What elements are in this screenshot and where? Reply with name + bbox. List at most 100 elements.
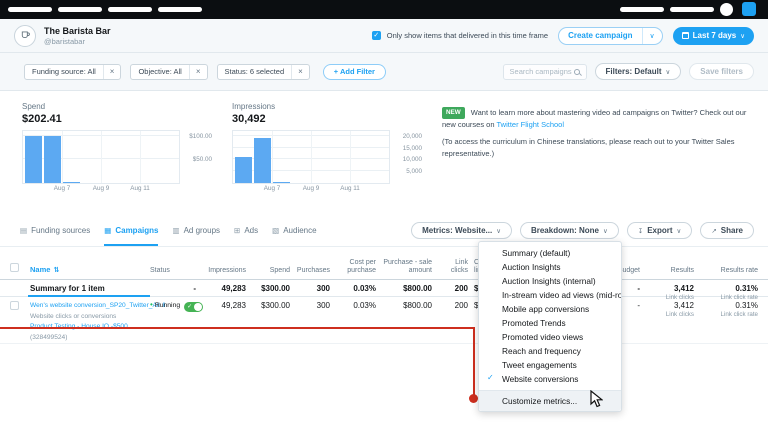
search-input[interactable] xyxy=(509,67,574,76)
filters-preset-label: Filters: Default xyxy=(605,67,662,76)
funding-source-link[interactable]: Product Testing - House IO -$500 xyxy=(30,323,128,330)
summary-spend: $300.00 xyxy=(261,284,290,293)
tabs-toolbar-row: ▤ Funding sources ▦ Campaigns ▥ Ad group… xyxy=(0,215,768,247)
save-filters-label: Save filters xyxy=(700,67,743,76)
add-filter-button[interactable]: + Add Filter xyxy=(322,63,386,80)
campaigns-icon: ▦ xyxy=(104,226,112,235)
annotation-line-horizontal xyxy=(0,327,475,329)
row-purchase-sale-amount: $800.00 xyxy=(403,301,432,310)
export-button[interactable]: ↧ Export ∨ xyxy=(626,222,693,239)
impressions-chart-card: Impressions 30,492 5,000 10,000 15,000 20,0… xyxy=(232,102,426,215)
browser-tab-placeholder[interactable] xyxy=(58,7,102,12)
campaign-toggle[interactable]: ✓ xyxy=(184,302,204,312)
menu-item-reach-and-frequency[interactable]: Reach and frequency xyxy=(502,346,581,356)
row-results-rate: 0.31% Link click rate xyxy=(720,301,758,318)
row-link-clicks: 200 xyxy=(454,301,468,310)
profile-avatar-placeholder[interactable] xyxy=(720,3,733,16)
row-checkbox[interactable] xyxy=(10,301,19,310)
chrome-menu-placeholder[interactable] xyxy=(620,7,664,12)
menu-item-summary-default[interactable]: Summary (default) xyxy=(502,248,571,258)
tab-ad-groups[interactable]: ▥ Ad groups xyxy=(172,215,220,246)
column-header-purchase-sale-amount[interactable]: Purchase - sale amount xyxy=(383,258,432,274)
column-header-budget[interactable]: Budget xyxy=(617,266,640,274)
menu-item-website-conversions[interactable]: ✓ Website conversions xyxy=(487,373,579,384)
campaign-objective: Website clicks or conversions xyxy=(30,312,117,320)
column-header-purchases[interactable]: Purchases xyxy=(296,266,330,274)
tab-ads[interactable]: ⊞ Ads xyxy=(234,215,258,246)
summary-results-rate: 0.31% Link click rate xyxy=(720,284,758,301)
chevron-down-icon: ∨ xyxy=(740,32,745,40)
spend-total-value: $202.41 xyxy=(22,113,62,125)
pause-icon[interactable]: ‖ xyxy=(162,302,166,309)
account-avatar[interactable] xyxy=(14,24,36,47)
menu-item-promoted-trends[interactable]: Promoted Trends xyxy=(502,318,566,328)
tab-funding-sources[interactable]: ▤ Funding sources xyxy=(20,215,90,246)
breakdown-label: Breakdown: None xyxy=(530,226,599,235)
metrics-dropdown-button[interactable]: Metrics: Website... ∨ xyxy=(411,222,512,239)
chevron-down-icon: ∨ xyxy=(496,227,501,235)
column-header-results[interactable]: Results xyxy=(670,266,694,274)
new-badge: NEW xyxy=(442,107,465,119)
chevron-down-icon[interactable]: ∨ xyxy=(641,27,662,44)
annotation-line-vertical xyxy=(473,328,475,395)
date-range-button[interactable]: Last 7 days ∨ xyxy=(672,26,754,45)
menu-item-tweet-engagements[interactable]: Tweet engagements xyxy=(502,360,577,370)
select-all-checkbox[interactable] xyxy=(10,262,19,272)
campaign-row[interactable]: Wen's website conversion_SP20_Twitter_Al… xyxy=(0,297,768,344)
column-header-cost-per-purchase[interactable]: Cost per purchase xyxy=(347,258,376,274)
column-header-link-clicks[interactable]: Link clicks xyxy=(450,258,468,274)
row-spend: $300.00 xyxy=(261,301,290,310)
delivered-filter-checkbox[interactable]: ✓ xyxy=(371,31,381,40)
menu-item-instream-video-ad-views[interactable]: In-stream video ad views (mid-roll) xyxy=(502,290,621,300)
remove-filter-icon[interactable]: × xyxy=(291,64,309,79)
check-icon: ✓ xyxy=(487,373,494,382)
browser-tab-placeholder[interactable] xyxy=(8,7,52,12)
menu-item-promoted-video-views[interactable]: Promoted video views xyxy=(502,332,584,342)
filter-chip-status[interactable]: Status: 6 selected × xyxy=(216,63,310,80)
menu-item-customize-metrics[interactable]: Customize metrics... xyxy=(479,391,621,411)
remove-filter-icon[interactable]: × xyxy=(102,64,121,79)
menu-item-auction-insights[interactable]: Auction Insights xyxy=(502,262,561,272)
filter-chip-objective[interactable]: Objective: All × xyxy=(130,63,208,80)
impressions-total-value: 30,492 xyxy=(232,113,266,125)
menu-item-auction-insights-internal[interactable]: Auction Insights (internal) xyxy=(502,276,596,286)
filter-chip-funding-source[interactable]: Funding source: All × xyxy=(24,63,122,80)
sort-icon[interactable]: ⇅ xyxy=(53,266,60,274)
campaigns-table: Name ⇅ Status Impressions Spend Purchase… xyxy=(0,247,768,344)
chrome-action-button[interactable] xyxy=(742,2,756,16)
column-header-name[interactable]: Name ⇅ xyxy=(30,265,60,275)
browser-tab-placeholder[interactable] xyxy=(158,7,202,12)
remove-filter-icon[interactable]: × xyxy=(188,64,207,79)
funding-source-id: (328499524) xyxy=(30,333,68,341)
filter-chip-label: Funding source: All xyxy=(32,67,96,76)
summary-results: 3,412 Link clicks xyxy=(665,284,694,301)
chrome-menu-placeholder[interactable] xyxy=(670,7,714,12)
share-label: Share xyxy=(720,226,743,235)
ads-icon: ⊞ xyxy=(234,226,241,235)
column-header-spend[interactable]: Spend xyxy=(269,266,290,274)
status-label: Running xyxy=(154,302,181,309)
flight-school-link[interactable]: Twitter Flight School xyxy=(496,119,565,129)
summary-impressions: 49,283 xyxy=(221,284,246,293)
column-header-results-rate[interactable]: Results rate xyxy=(720,266,758,274)
breakdown-dropdown-button[interactable]: Breakdown: None ∨ xyxy=(519,222,619,239)
share-button[interactable]: ↗ Share xyxy=(700,222,754,239)
browser-tab-placeholder[interactable] xyxy=(108,7,152,12)
export-icon: ↧ xyxy=(637,227,644,235)
campaign-name-cell: Wen's website conversion_SP20_Twitter_Al… xyxy=(28,301,165,343)
menu-item-mobile-app-conversions[interactable]: Mobile app conversions xyxy=(502,304,590,314)
tab-audience[interactable]: ▧ Audience xyxy=(272,215,316,246)
campaign-name-link[interactable]: Wen's website conversion_SP20_Twitter_Al… xyxy=(30,302,160,309)
save-filters-button[interactable]: Save filters xyxy=(689,63,754,80)
tab-campaigns[interactable]: ▦ Campaigns xyxy=(104,215,159,246)
column-header-status[interactable]: Status xyxy=(150,266,170,274)
spend-chart-card: Spend $202.41 $50.00 $100.00 Aug 7 Aug 9 Aug… xyxy=(22,102,216,215)
column-header-impressions[interactable]: Impressions xyxy=(208,266,246,274)
share-icon: ↗ xyxy=(711,227,717,235)
account-name: The Barista Bar xyxy=(44,25,111,36)
filters-preset-button[interactable]: Filters: Default ∨ xyxy=(594,63,682,80)
spend-chart-title: Spend xyxy=(22,102,46,111)
chevron-down-icon: ∨ xyxy=(602,227,608,235)
create-campaign-button[interactable]: Create campaign ∨ xyxy=(558,26,663,45)
